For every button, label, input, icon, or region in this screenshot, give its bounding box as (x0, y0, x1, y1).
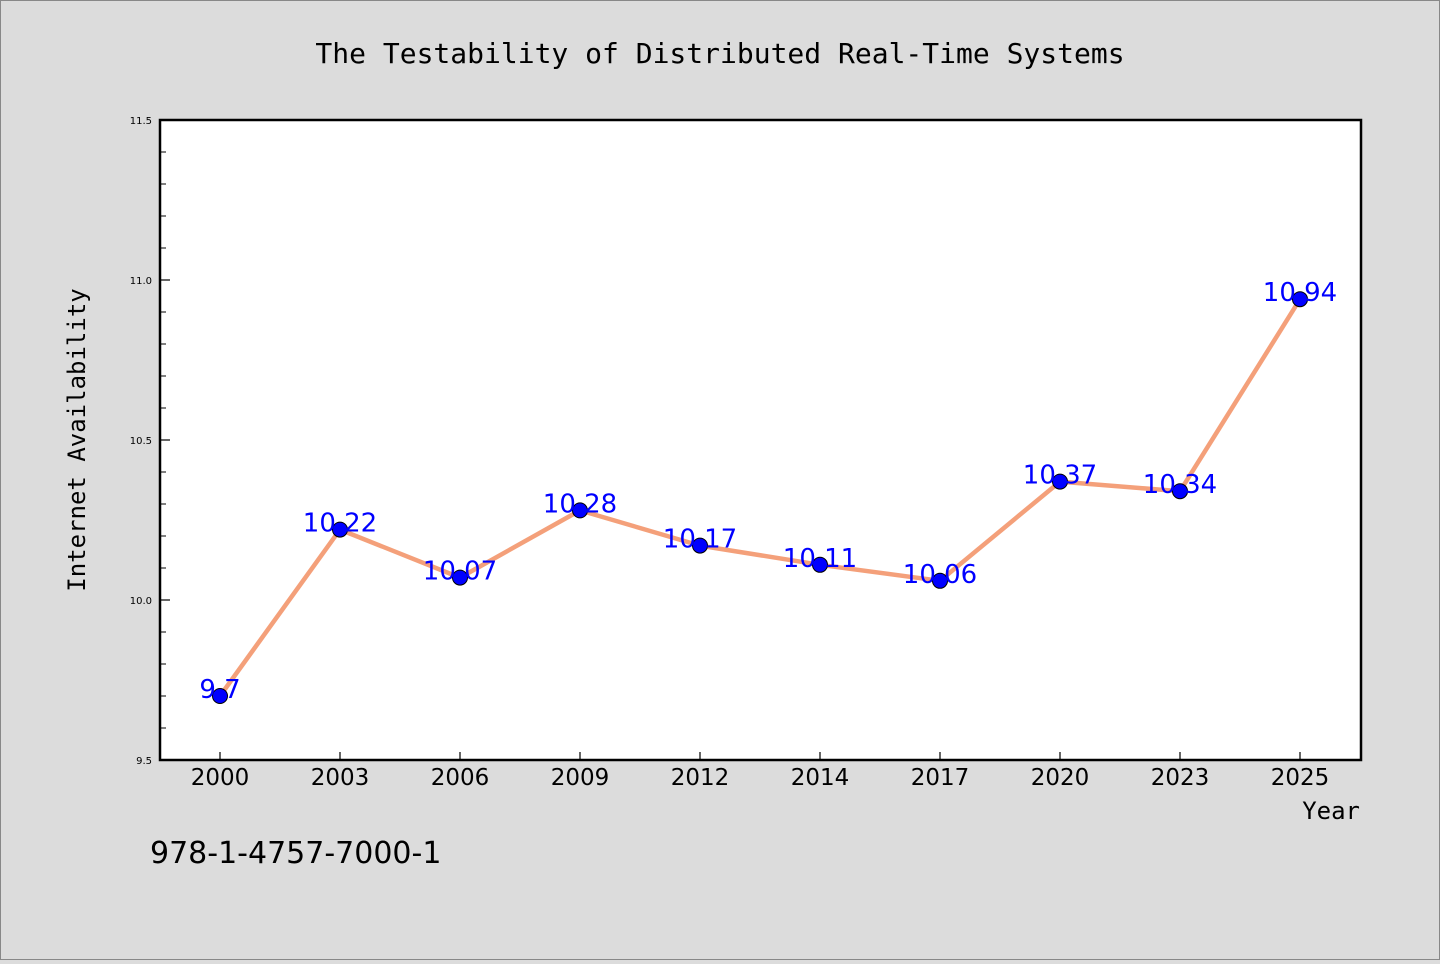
data-label: 10.17 (663, 525, 737, 555)
series-layer (212, 291, 1308, 704)
data-point (452, 569, 468, 586)
x-tick-label: 2012 (671, 765, 730, 791)
x-tick-label: 2003 (311, 765, 370, 791)
chart-title: The Testability of Distributed Real-Time… (315, 37, 1124, 70)
data-point (1172, 483, 1188, 500)
x-axis: 2000 2003 2006 2009 2012 2014 2017 2020 2023 2025 (191, 752, 1330, 791)
data-label: 10.11 (783, 544, 857, 574)
data-point (332, 521, 348, 538)
data-label: 10.37 (1023, 461, 1097, 491)
x-tick-label: 2023 (1151, 765, 1210, 791)
series-line (217, 296, 1303, 699)
data-point (1292, 291, 1308, 308)
data-point (812, 556, 828, 573)
data-point (572, 502, 588, 519)
y-tick-label: 11.5 (130, 116, 152, 127)
data-label: 10.28 (543, 489, 617, 519)
data-label: 10.06 (903, 560, 977, 590)
y-tick-label: 11.0 (130, 276, 152, 287)
y-tick-label: 9.5 (136, 756, 152, 767)
data-label: 10.22 (303, 509, 377, 539)
data-label: 10.94 (1263, 278, 1337, 308)
plot-area (158, 118, 1363, 762)
x-tick-label: 2020 (1031, 765, 1090, 791)
data-point (932, 572, 948, 589)
x-tick-label: 2025 (1271, 765, 1330, 791)
data-labels-layer: 9.7 10.22 10.07 10.28 10.17 10.11 10.06 10.37 10… (199, 278, 1337, 705)
y-axis: 9.5 10.0 10.5 11.0 11.5 (130, 116, 170, 767)
footnote-isbn: 978-1-4757-7000-1 (150, 836, 441, 871)
y-tick-label: 10.5 (130, 436, 152, 447)
data-label: 10.07 (423, 557, 497, 587)
x-tick-label: 2017 (911, 765, 970, 791)
data-point (692, 537, 708, 554)
data-point (1052, 473, 1068, 490)
y-tick-label: 10.0 (130, 596, 152, 607)
x-tick-label: 2014 (791, 765, 850, 791)
x-axis-label: Year (1302, 797, 1360, 825)
x-tick-label: 2000 (191, 765, 250, 791)
data-label: 9.7 (199, 675, 240, 705)
data-point (212, 688, 228, 704)
data-label: 10.34 (1143, 470, 1217, 500)
x-tick-label: 2006 (431, 765, 490, 791)
y-axis-label: Internet Availability (63, 288, 91, 591)
x-tick-label: 2009 (551, 765, 610, 791)
